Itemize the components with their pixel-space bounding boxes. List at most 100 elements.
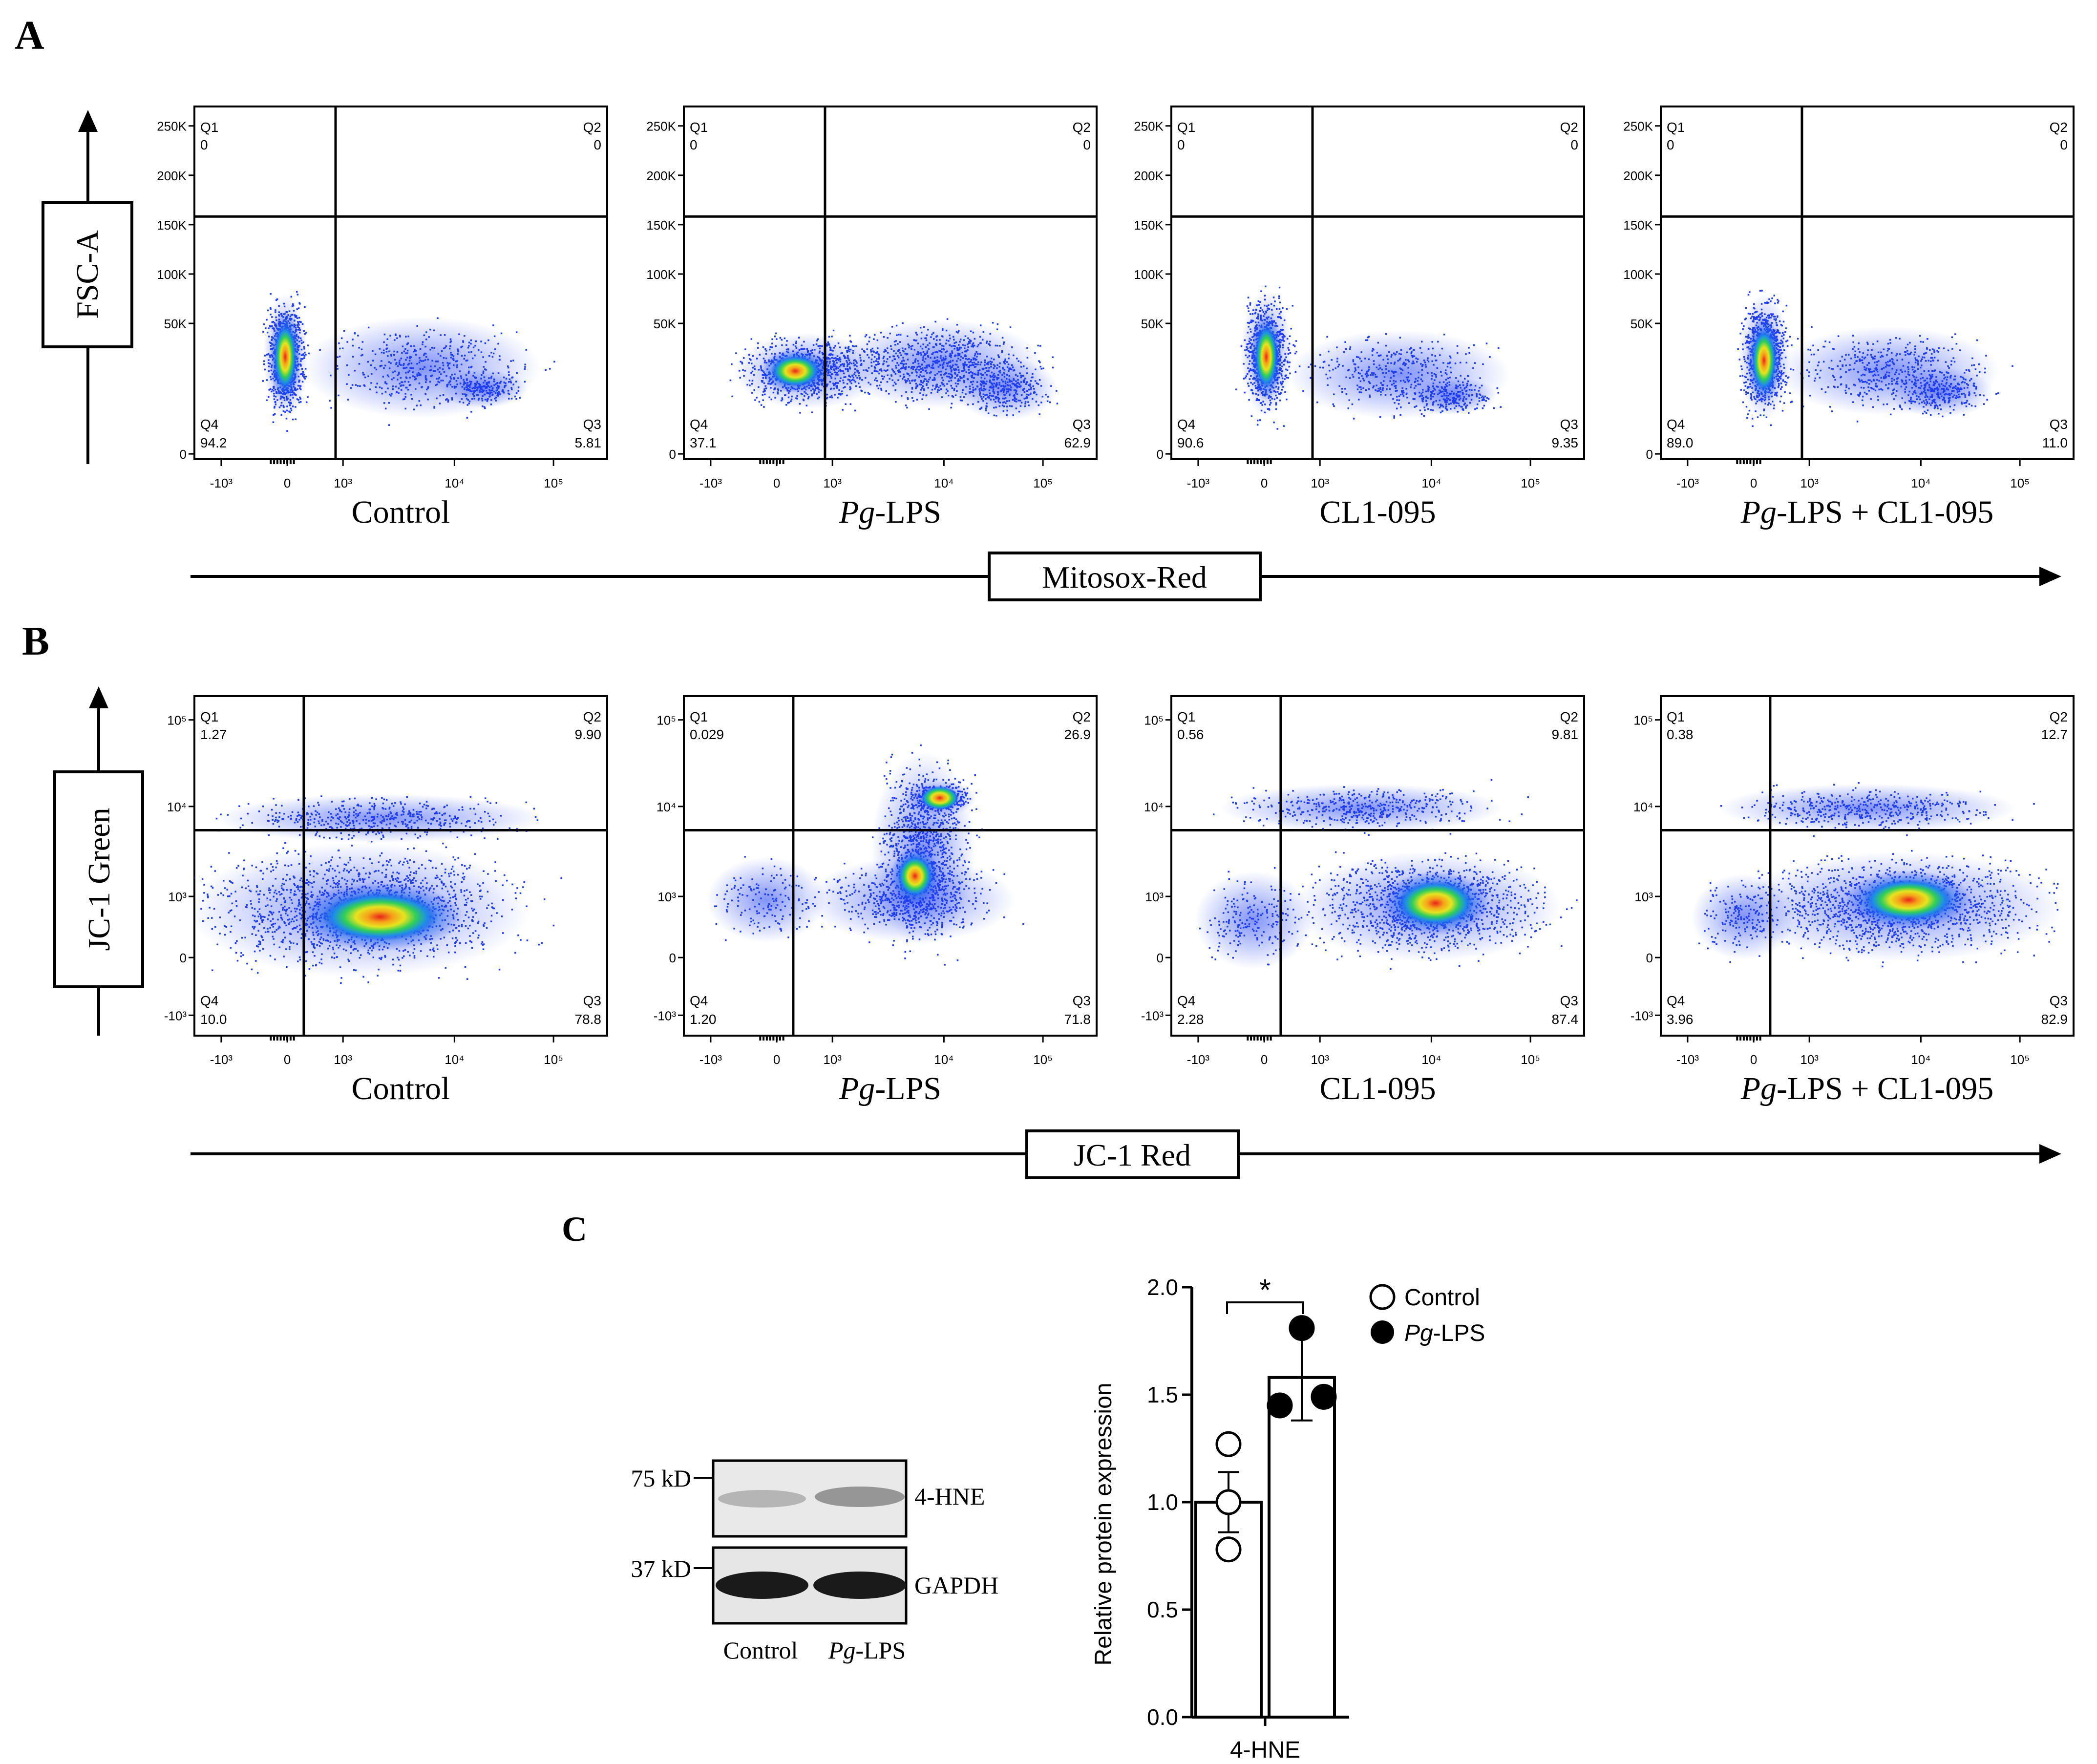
blot-band-gapdh-control — [716, 1572, 808, 1599]
q3-value: 11.0 — [2042, 435, 2068, 450]
y-tick-label: 10⁴ — [1144, 800, 1164, 814]
y-tick-label: 10⁵ — [1633, 713, 1653, 728]
y-tick-label: 250K — [157, 119, 187, 134]
q4-label: Q4 — [200, 993, 218, 1008]
cell-events — [729, 318, 1059, 421]
y-tick-label: 250K — [646, 119, 676, 134]
sample-title-rest: -LPS + CL1-095 — [1777, 494, 1993, 530]
y-tick-label: 200K — [1134, 169, 1164, 183]
lane-label-lps-rest: -LPS — [855, 1636, 906, 1664]
q1-label: Q1 — [1177, 709, 1195, 724]
x-tick-label: 10³ — [1311, 476, 1329, 490]
q1-value: 0.56 — [1177, 727, 1204, 742]
lane-label-lps-italic: Pg — [828, 1636, 856, 1664]
q3-label: Q3 — [583, 993, 601, 1008]
sample-title-rest: CL1-095 — [1319, 494, 1436, 530]
x-tick-label: 10³ — [334, 1052, 352, 1067]
q3-label: Q3 — [2050, 993, 2068, 1008]
x-tick-label: 0 — [1261, 1052, 1268, 1067]
a-plot-1: Q1 0 Q2 0 Q4 94.2 Q3 5.81 250K 200K 150K 100K 50K 0 -1… — [157, 106, 608, 530]
blot-band-4hne-control — [718, 1490, 806, 1508]
bar-y-tick-label: 0.5 — [1147, 1597, 1178, 1622]
q1-value: 0 — [1177, 137, 1185, 152]
panel-b-x-label: JC-1 Red — [1074, 1138, 1191, 1172]
q4-value: 1.20 — [690, 1012, 717, 1027]
x-tick-label: 10⁴ — [1421, 1052, 1441, 1067]
y-tick-label: 10⁵ — [167, 713, 187, 728]
q3-value: 5.81 — [575, 435, 602, 450]
x-tick-label: 10³ — [1800, 476, 1819, 490]
legend-lps-rest: -LPS — [1433, 1320, 1485, 1346]
sample-title-rest: CL1-095 — [1319, 1071, 1436, 1106]
band-label-gapdh: GAPDH — [914, 1572, 998, 1599]
y-tick-label: 10³ — [1145, 890, 1164, 904]
data-point-control — [1215, 1489, 1242, 1515]
x-tick-label: 10⁵ — [1033, 476, 1053, 490]
q1-label: Q1 — [690, 120, 708, 135]
data-point-control — [1215, 1431, 1242, 1457]
q3-value: 62.9 — [1064, 435, 1091, 450]
y-tick-label: 10³ — [1634, 890, 1653, 904]
y-tick-label: 0 — [669, 447, 676, 462]
sample-title-rest: Control — [352, 494, 450, 530]
lane-label-control: Control — [723, 1636, 798, 1664]
b-plot-1: Q1 1.27 Q2 9.90 Q4 10.0 Q3 78.8 10⁵ 10⁴ 10³ 0 -10³ -1… — [164, 695, 608, 1106]
data-point-lps — [1311, 1383, 1337, 1410]
bar-lps — [1268, 1376, 1336, 1719]
x-tick-label: 10⁴ — [445, 476, 464, 490]
lane-label-lps: Pg-LPS — [828, 1636, 906, 1664]
x-tick-label: 0 — [1261, 476, 1268, 490]
q3-label: Q3 — [583, 417, 601, 432]
y-tick-label: 10³ — [657, 890, 676, 904]
y-tick-label: 150K — [646, 218, 676, 233]
x-tick-label: 0 — [773, 1052, 780, 1067]
y-tick-label: 200K — [646, 169, 676, 183]
a-plot-3: Q1 0 Q2 0 Q4 90.6 Q3 9.35 250K 200K 150K 100K 50K 0 -1… — [1134, 106, 1585, 530]
q4-value: 94.2 — [200, 435, 227, 450]
blot-band-4hne-lps — [815, 1487, 905, 1507]
x-tick-label: 10⁵ — [2010, 1052, 2030, 1067]
sample-title: Control — [352, 494, 450, 530]
y-tick-label: 10⁴ — [657, 800, 676, 814]
y-tick-label: 10⁵ — [1144, 713, 1164, 728]
q2-label: Q2 — [583, 120, 601, 135]
x-tick-label: 10⁵ — [1521, 1052, 1540, 1067]
y-tick-label: 250K — [1623, 119, 1653, 134]
q3-value: 71.8 — [1064, 1012, 1091, 1027]
legend-control-label: Control — [1404, 1285, 1480, 1311]
q4-value: 2.28 — [1177, 1012, 1204, 1027]
q2-label: Q2 — [1073, 120, 1091, 135]
x-tick-label: -10³ — [1676, 476, 1699, 490]
q2-label: Q2 — [1560, 120, 1578, 135]
x-tick-label: 10⁵ — [1521, 476, 1540, 490]
sample-title: Pg-LPS — [839, 494, 941, 530]
panel-label-c: C — [562, 1210, 587, 1249]
x-tick-label: 10⁴ — [934, 476, 953, 490]
x-tick-label: 10³ — [823, 476, 842, 490]
sample-title: Control — [352, 1071, 450, 1106]
bar-chart: Relative protein expression 4-HNE * Cont… — [1091, 1274, 1485, 1763]
q3-label: Q3 — [2050, 417, 2068, 432]
q2-value: 0 — [593, 137, 601, 152]
q2-value: 12.7 — [2041, 727, 2068, 742]
x-tick-label: -10³ — [210, 476, 233, 490]
data-point-lps — [1267, 1392, 1293, 1419]
sample-title: CL1-095 — [1319, 1071, 1436, 1106]
q3-value: 82.9 — [2041, 1012, 2068, 1027]
legend-lps-label: Pg-LPS — [1404, 1320, 1485, 1346]
sample-title-rest: Control — [352, 1071, 450, 1106]
y-tick-label: 10³ — [168, 890, 187, 904]
y-tick-label: 0 — [1157, 447, 1164, 462]
sample-title-italic: Pg — [1740, 494, 1777, 530]
panel-a-x-label: Mitosox-Red — [1042, 560, 1207, 595]
y-tick-label: 150K — [1623, 218, 1653, 233]
x-tick-label: 0 — [284, 1052, 291, 1067]
x-tick-label: 0 — [1750, 476, 1757, 490]
panel-label-a: A — [15, 13, 44, 58]
y-tick-label: 200K — [1623, 169, 1653, 183]
b-plot-2: Q1 0.029 Q2 26.9 Q4 1.20 Q3 71.8 10⁵ 10⁴ 10³ 0 -10³ -… — [654, 695, 1098, 1106]
y-tick-label: 10⁴ — [167, 800, 187, 814]
y-tick-label: 0 — [669, 951, 676, 965]
q1-value: 1.27 — [200, 727, 227, 742]
